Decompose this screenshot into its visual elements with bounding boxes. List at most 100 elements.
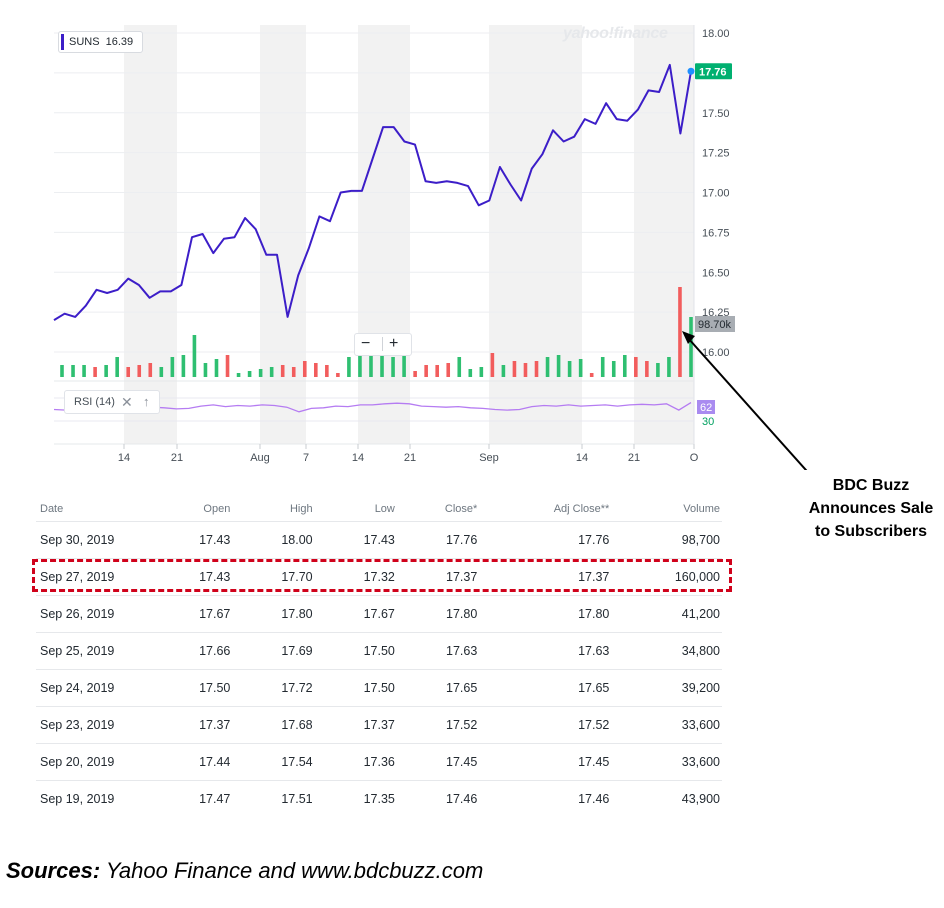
table-cell: 17.80	[396, 595, 480, 633]
volume-bar	[148, 363, 153, 377]
price-tick-label: 16.00	[702, 347, 730, 359]
table-cell: 17.63	[396, 632, 480, 670]
ticker-legend[interactable]: SUNS 16.39	[58, 31, 144, 53]
zoom-out-button[interactable]: −	[361, 335, 371, 352]
volume-bar	[302, 361, 307, 377]
table-row: Sep 23, 2019 17.37 17.68 17.37 17.52 17.52 33,…	[36, 706, 722, 744]
volume-bar	[501, 365, 506, 377]
x-tick-label: 14	[352, 452, 364, 464]
volume-bar	[645, 361, 649, 377]
price-tick-label: 16.50	[702, 267, 730, 279]
table-cell: 17.43	[164, 521, 233, 559]
sources-text: Yahoo Finance and www.bdcbuzz.com	[105, 858, 484, 883]
annotation-line-2: Announces Sale	[808, 500, 934, 517]
sources-label: Sources:	[6, 858, 101, 883]
volume-bar	[236, 373, 241, 377]
arrow-up-icon[interactable]: ↑	[143, 394, 150, 409]
volume-bar	[678, 287, 682, 377]
table-cell: 17.50	[314, 632, 397, 670]
table-row: Sep 25, 2019 17.66 17.69 17.50 17.63 17.63 34,…	[36, 632, 722, 670]
column-header[interactable]: Open	[164, 497, 233, 522]
volume-bar	[380, 353, 384, 377]
last-price-badge	[695, 63, 732, 80]
column-header[interactable]: Low	[314, 497, 397, 522]
table-cell: 17.65	[396, 669, 480, 707]
volume-bar	[589, 373, 594, 377]
yahoo-finance-watermark: yahoo!finance	[563, 25, 668, 42]
table-cell: 17.43	[164, 558, 233, 596]
table-cell: 17.67	[314, 595, 397, 633]
volume-bar	[413, 371, 417, 377]
column-header[interactable]: Volume	[611, 497, 722, 522]
x-axis-ticks: 14 21 Aug 7 14 21 Sep 14 21 O	[118, 444, 699, 464]
annotation-line-1: BDC Buzz	[832, 477, 910, 494]
rsi-line	[53, 402, 692, 413]
volume-bar	[347, 357, 351, 377]
table-cell: 17.47	[199, 792, 231, 806]
column-header[interactable]: Adj Close**	[479, 497, 612, 522]
volume-bar	[314, 363, 318, 377]
volume-bar	[578, 359, 583, 377]
table-cell: 41,200	[611, 595, 722, 633]
price-tick-label: 16.75	[702, 227, 730, 239]
x-tick-label: Aug	[250, 452, 270, 464]
volume-bar	[446, 363, 451, 377]
table-cell: 43,900	[681, 792, 720, 806]
annotation-line-3: to Subscribers	[814, 523, 928, 540]
volume-bar	[523, 363, 528, 377]
table-cell: 17.72	[232, 669, 315, 707]
table-cell: 34,800	[611, 632, 722, 670]
rsi-line-group	[53, 402, 692, 413]
table-header-row: Date Open High Low Close* Adj Close** Volume	[36, 497, 722, 522]
table-row: Sep 26, 2019 17.67 17.80 17.67 17.80 17.80 41,…	[36, 595, 722, 633]
column-header[interactable]: Date	[36, 497, 165, 522]
table-cell: 98,700	[611, 521, 722, 559]
volume-badge-label: 98.70k	[698, 319, 732, 331]
column-header[interactable]: High	[232, 497, 315, 522]
volume-bar	[336, 373, 340, 377]
x-tick-label: 7	[303, 452, 309, 464]
stock-chart: 18.0017.7517.5017.2517.0016.7516.5016.25…	[53, 25, 808, 470]
close-icon[interactable]: ✕	[121, 394, 133, 410]
ticker-symbol: SUNS	[69, 36, 100, 48]
rsi-label: RSI (14)	[74, 396, 115, 408]
table-cell: Sep 24, 2019	[36, 669, 165, 707]
volume-bar	[325, 365, 329, 377]
volume-bar	[534, 361, 539, 377]
table-cell: 17.51	[281, 792, 313, 806]
volume-bar	[567, 361, 572, 377]
table-cell: 17.69	[232, 632, 315, 670]
table-row: Sep 30, 2019 17.43 18.00 17.43 17.76 17.76 98,…	[36, 521, 722, 559]
volume-bar	[667, 357, 671, 377]
highlighted-row-outline	[32, 559, 732, 592]
table-cell: 17.43	[314, 521, 397, 559]
ticker-value: 16.39	[105, 36, 134, 48]
volume-bar	[424, 365, 428, 377]
zoom-in-button[interactable]: +	[389, 335, 399, 352]
annotation-callout: BDC Buzz Announces Sale to Subscribers	[796, 474, 944, 543]
volume-badge	[695, 316, 735, 332]
volume-bar	[402, 353, 406, 377]
volume-bar	[291, 367, 296, 377]
table-body: Sep 30, 2019 17.43 18.00 17.43 17.76 17.76 98,…	[36, 521, 722, 818]
table-cell: 17.54	[232, 743, 315, 781]
volume-bar	[490, 353, 495, 377]
volume-bar	[634, 357, 638, 377]
table-cell: 17.76	[396, 521, 480, 559]
volume-bar	[280, 365, 285, 377]
price-tick-label: 17.00	[702, 188, 730, 200]
volume-bar	[258, 369, 263, 377]
volume-bar	[60, 365, 64, 377]
volume-bars	[60, 287, 693, 377]
x-tick-label: 21	[404, 452, 416, 464]
volume-bar	[126, 367, 131, 377]
table-cell: 17.44	[164, 743, 233, 781]
volume-bar	[159, 367, 164, 377]
column-header[interactable]: Close*	[396, 497, 480, 522]
rsi-value-badge-label: 62	[700, 402, 712, 414]
volume-bar	[656, 363, 660, 377]
volume-bar	[170, 357, 175, 377]
table-cell: 17.50	[314, 669, 397, 707]
price-gridlines	[54, 25, 695, 444]
axis-badges: 17.76 98.70k 62 30	[695, 63, 735, 428]
